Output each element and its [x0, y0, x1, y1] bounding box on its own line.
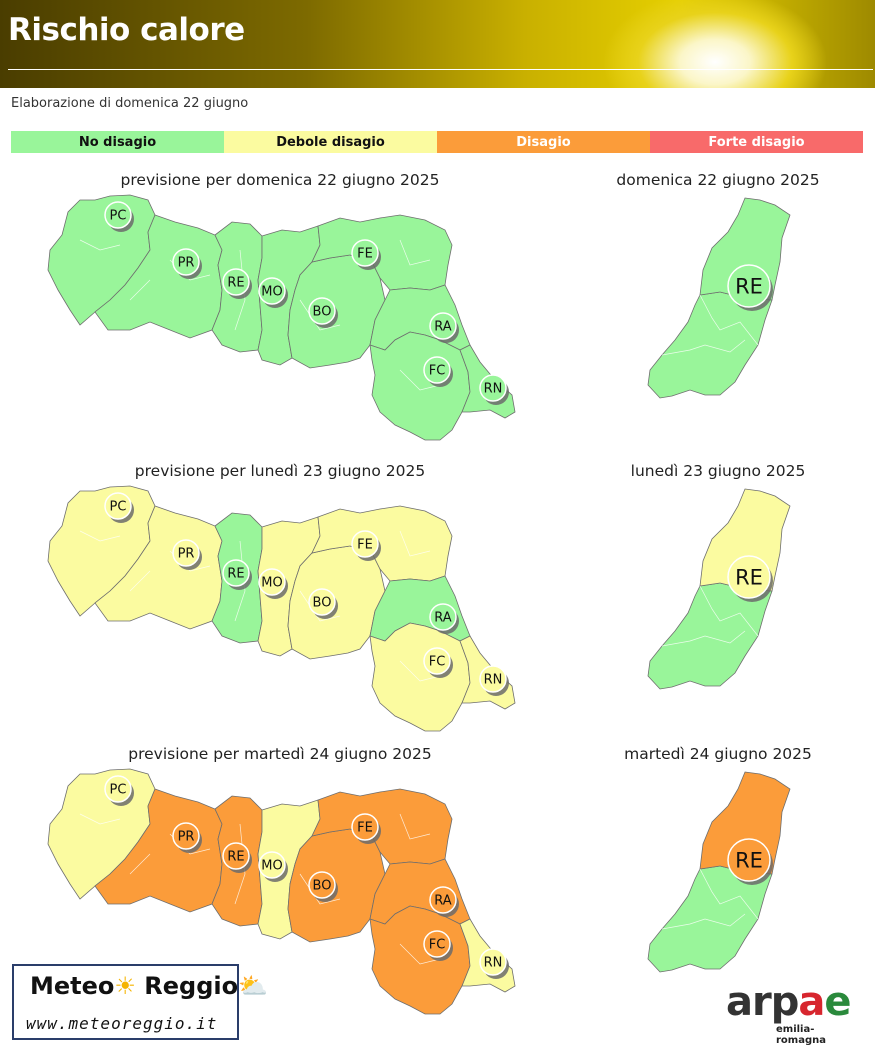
svg-text:FE: FE — [357, 821, 373, 836]
badge-re: RE — [222, 842, 252, 873]
svg-text:RE: RE — [227, 850, 244, 865]
badge-rn: RN — [479, 948, 509, 979]
svg-text:BO: BO — [313, 596, 332, 611]
svg-text:FE: FE — [357, 247, 373, 262]
svg-text:RA: RA — [434, 894, 452, 909]
svg-text:RN: RN — [484, 673, 503, 688]
badge-pc: PC — [104, 201, 134, 232]
province-badge-re: RE — [727, 264, 773, 311]
svg-text:PC: PC — [110, 783, 127, 798]
province-forecast-title-3: martedì 24 giugno 2025 — [624, 745, 812, 763]
legend-debole-disagio: Debole disagio — [224, 131, 437, 153]
province-map-1: RE — [647, 197, 791, 399]
meteo-reggio-url: www.meteoreggio.it — [26, 1014, 218, 1033]
svg-text:MO: MO — [261, 576, 282, 591]
badge-pr: PR — [172, 248, 202, 279]
svg-text:FC: FC — [429, 655, 446, 670]
re-south-area — [647, 865, 773, 973]
badge-mo: MO — [258, 568, 288, 599]
badge-ra: RA — [429, 312, 459, 343]
badge-bo: BO — [308, 871, 338, 902]
badge-re: RE — [222, 559, 252, 590]
province-map-3: RE — [647, 771, 791, 973]
region-map-1: PC PR RE MO BO FE RA FC RN — [47, 194, 516, 441]
page-title: Rischio calore — [8, 12, 245, 48]
svg-text:RE: RE — [227, 567, 244, 582]
svg-text:PR: PR — [178, 256, 195, 271]
svg-text:RN: RN — [484, 382, 503, 397]
svg-text:PR: PR — [178, 830, 195, 845]
svg-text:FC: FC — [429, 938, 446, 953]
badge-pr: PR — [172, 822, 202, 853]
badge-fc: FC — [423, 647, 453, 678]
region-forecast-title-1: previsione per domenica 22 giugno 2025 — [120, 171, 440, 189]
svg-text:MO: MO — [261, 859, 282, 874]
svg-text:BO: BO — [313, 305, 332, 320]
badge-fe: FE — [351, 530, 381, 561]
header-banner: Rischio calore — [0, 0, 875, 88]
svg-text:FC: FC — [429, 364, 446, 379]
badge-ra: RA — [429, 886, 459, 917]
svg-text:PR: PR — [178, 547, 195, 562]
province-forecast-title-2: lunedì 23 giugno 2025 — [630, 462, 806, 480]
svg-text:RE: RE — [227, 276, 244, 291]
badge-fe: FE — [351, 239, 381, 270]
svg-text:RN: RN — [484, 956, 503, 971]
badge-fc: FC — [423, 930, 453, 961]
meteo-reggio-logo: Meteo☀ Reggio⛅ www.meteoreggio.it — [12, 964, 268, 1040]
svg-text:PC: PC — [110, 500, 127, 515]
legend-disagio: Disagio — [437, 131, 650, 153]
badge-pc: PC — [104, 775, 134, 806]
badge-bo: BO — [308, 588, 338, 619]
svg-text:RE: RE — [735, 566, 763, 590]
badge-rn: RN — [479, 374, 509, 405]
re-south-area — [647, 291, 773, 399]
badge-rn: RN — [479, 665, 509, 696]
badge-fc: FC — [423, 356, 453, 387]
svg-text:FE: FE — [357, 538, 373, 553]
region-map-3: PC PR RE MO BO FE RA FC RN — [47, 768, 516, 1015]
arpae-logo: arpae emilia-romagna — [726, 979, 852, 1046]
header-divider — [8, 69, 873, 70]
province-map-2: RE — [647, 488, 791, 690]
region-forecast-title-3: previsione per martedì 24 giugno 2025 — [128, 745, 432, 763]
svg-text:RE: RE — [735, 849, 763, 873]
badge-pc: PC — [104, 492, 134, 523]
svg-text:RE: RE — [735, 275, 763, 299]
svg-text:PC: PC — [110, 209, 127, 224]
badge-bo: BO — [308, 297, 338, 328]
svg-text:MO: MO — [261, 285, 282, 300]
badge-fe: FE — [351, 813, 381, 844]
province-badge-re: RE — [727, 555, 773, 602]
badge-mo: MO — [258, 851, 288, 882]
risk-legend: No disagio Debole disagio Disagio Forte … — [11, 131, 863, 153]
legend-no-disagio: No disagio — [11, 131, 224, 153]
svg-text:RA: RA — [434, 320, 452, 335]
re-south-area — [647, 582, 773, 690]
badge-mo: MO — [258, 277, 288, 308]
region-map-2: PC PR RE MO BO FE RA FC RN — [47, 485, 516, 732]
region-forecast-title-2: previsione per lunedì 23 giugno 2025 — [134, 462, 426, 480]
badge-pr: PR — [172, 539, 202, 570]
badge-ra: RA — [429, 603, 459, 634]
legend-forte-disagio: Forte disagio — [650, 131, 863, 153]
elaboration-date: Elaborazione di domenica 22 giugno — [11, 96, 249, 111]
province-badge-re: RE — [727, 838, 773, 885]
province-forecast-title-1: domenica 22 giugno 2025 — [616, 171, 820, 189]
badge-re: RE — [222, 268, 252, 299]
svg-text:RA: RA — [434, 611, 452, 626]
svg-text:BO: BO — [313, 879, 332, 894]
